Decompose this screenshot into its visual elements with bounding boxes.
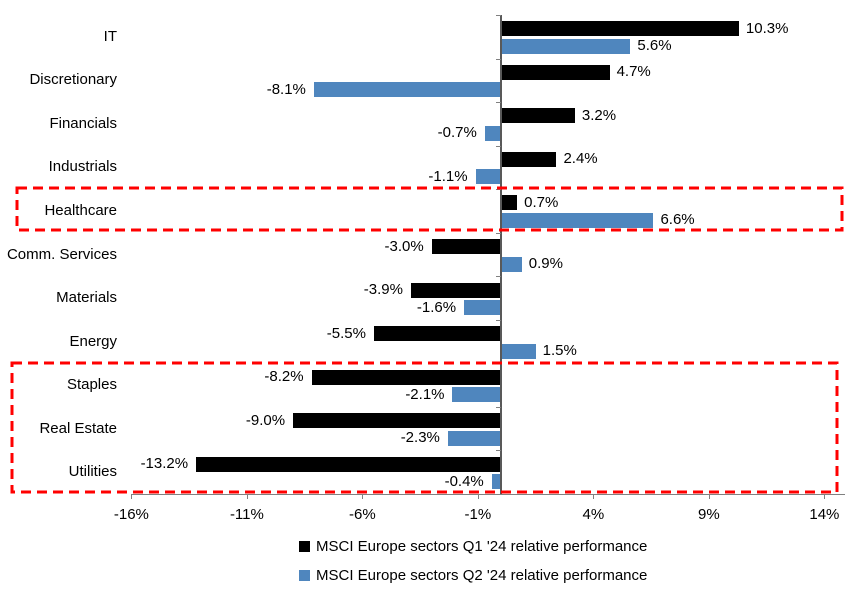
x-axis-tick-label: -6%: [349, 506, 376, 523]
category-axis-tick: [496, 58, 501, 60]
data-label: 4.7%: [616, 63, 651, 81]
x-axis-tick: [477, 494, 479, 499]
data-label: 2.4%: [563, 150, 598, 168]
q1-bar-staples: [311, 369, 501, 385]
x-axis-tick-label: -11%: [229, 506, 264, 523]
value-axis-line: [500, 15, 502, 494]
x-axis-tick: [708, 494, 710, 499]
category-axis-tick: [496, 15, 501, 16]
q2-bar-energy: [501, 343, 536, 359]
data-label: 0.7%: [524, 193, 559, 211]
q1-bar-comm-services: [431, 239, 501, 254]
category-axis-tick: [496, 319, 501, 321]
category-label: Staples: [66, 376, 117, 394]
data-label: -0.7%: [437, 124, 477, 142]
x-axis-tick-label: -1%: [464, 506, 492, 523]
q2-bar-it: [501, 38, 631, 54]
legend-label-q2: MSCI Europe sectors Q2 '24 relative perf…: [316, 567, 648, 584]
q1-series-marker-icon: [299, 541, 310, 552]
x-axis-tick-label: 14%: [809, 506, 840, 523]
legend: MSCI Europe sectors Q1 '24 relative perf…: [299, 536, 647, 594]
data-label: -0.4%: [444, 472, 484, 490]
x-axis-tick: [593, 494, 595, 499]
category-axis-tick: [496, 145, 501, 147]
category-label: Healthcare: [44, 201, 117, 219]
category-label: Industrials: [48, 158, 117, 176]
legend-item-q2: MSCI Europe sectors Q2 '24 relative perf…: [299, 565, 647, 586]
q1-bar-materials: [410, 282, 501, 298]
q1-bar-energy: [373, 326, 501, 342]
data-label: -1.1%: [428, 167, 468, 185]
category-label: Financials: [49, 114, 117, 132]
data-label: -1.6%: [416, 298, 457, 316]
data-label: 6.6%: [660, 211, 695, 229]
legend-label-q1: MSCI Europe sectors Q1 '24 relative perf…: [316, 538, 648, 555]
category-axis-tick: [496, 232, 501, 234]
x-axis-tick: [131, 494, 133, 499]
data-label: 1.5%: [542, 342, 577, 360]
data-label: -5.5%: [326, 324, 366, 342]
category-axis-tick: [496, 189, 501, 191]
q2-bar-comm-services: [501, 256, 522, 272]
category-label: Materials: [56, 289, 117, 307]
category-label: Real Estate: [39, 419, 117, 437]
q1-bar-real-estate: [293, 413, 501, 429]
x-axis-tick-label: 9%: [698, 506, 720, 523]
x-axis-tick-label: -16%: [113, 506, 149, 523]
data-label: -2.3%: [400, 429, 440, 447]
category-label: Comm. Services: [6, 245, 117, 263]
data-label: -9.0%: [245, 411, 286, 429]
data-label: 10.3%: [745, 19, 789, 37]
category-label: Energy: [69, 332, 117, 350]
category-label: IT: [103, 27, 117, 45]
legend-item-q1: MSCI Europe sectors Q1 '24 relative perf…: [299, 536, 647, 557]
data-label: 0.9%: [528, 255, 563, 272]
category-axis-tick: [496, 450, 501, 452]
q1-bar-utilities: [196, 456, 501, 472]
data-label: 5.6%: [637, 37, 672, 55]
q2-bar-financials: [484, 125, 501, 141]
data-label: -8.2%: [264, 368, 304, 386]
x-axis-tick: [824, 494, 826, 499]
category-axis-tick: [496, 276, 501, 278]
q1-bar-healthcare: [501, 195, 518, 211]
q1-bar-industrials: [501, 151, 557, 167]
data-label: -8.1%: [266, 80, 306, 98]
q2-bar-materials: [464, 300, 501, 316]
category-axis-tick: [496, 363, 501, 365]
q2-bar-staples: [452, 387, 501, 403]
data-label: -3.9%: [363, 281, 403, 299]
x-axis-tick: [362, 494, 364, 499]
q2-bar-discretionary: [313, 82, 501, 98]
data-label: -2.1%: [405, 385, 445, 403]
data-label: -3.0%: [384, 237, 424, 255]
category-axis-line: [131, 494, 845, 495]
q2-bar-industrials: [475, 169, 501, 185]
x-axis-tick-label: 4%: [582, 506, 605, 523]
healthcare-highlight-box: [15, 186, 844, 232]
q2-series-marker-icon: [299, 570, 310, 581]
category-axis-tick: [496, 102, 501, 104]
category-axis-tick: [496, 406, 501, 408]
q2-bar-healthcare: [501, 212, 654, 228]
category-axis-tick: [496, 494, 501, 495]
category-label: Discretionary: [29, 71, 117, 89]
data-label: -13.2%: [140, 455, 189, 473]
q2-bar-real-estate: [447, 430, 501, 446]
data-label: 3.2%: [581, 106, 617, 124]
q1-bar-it: [501, 21, 739, 37]
q1-bar-discretionary: [501, 64, 610, 80]
category-label: Utilities: [68, 463, 117, 481]
q1-bar-financials: [501, 108, 575, 124]
x-axis-tick: [246, 494, 248, 499]
